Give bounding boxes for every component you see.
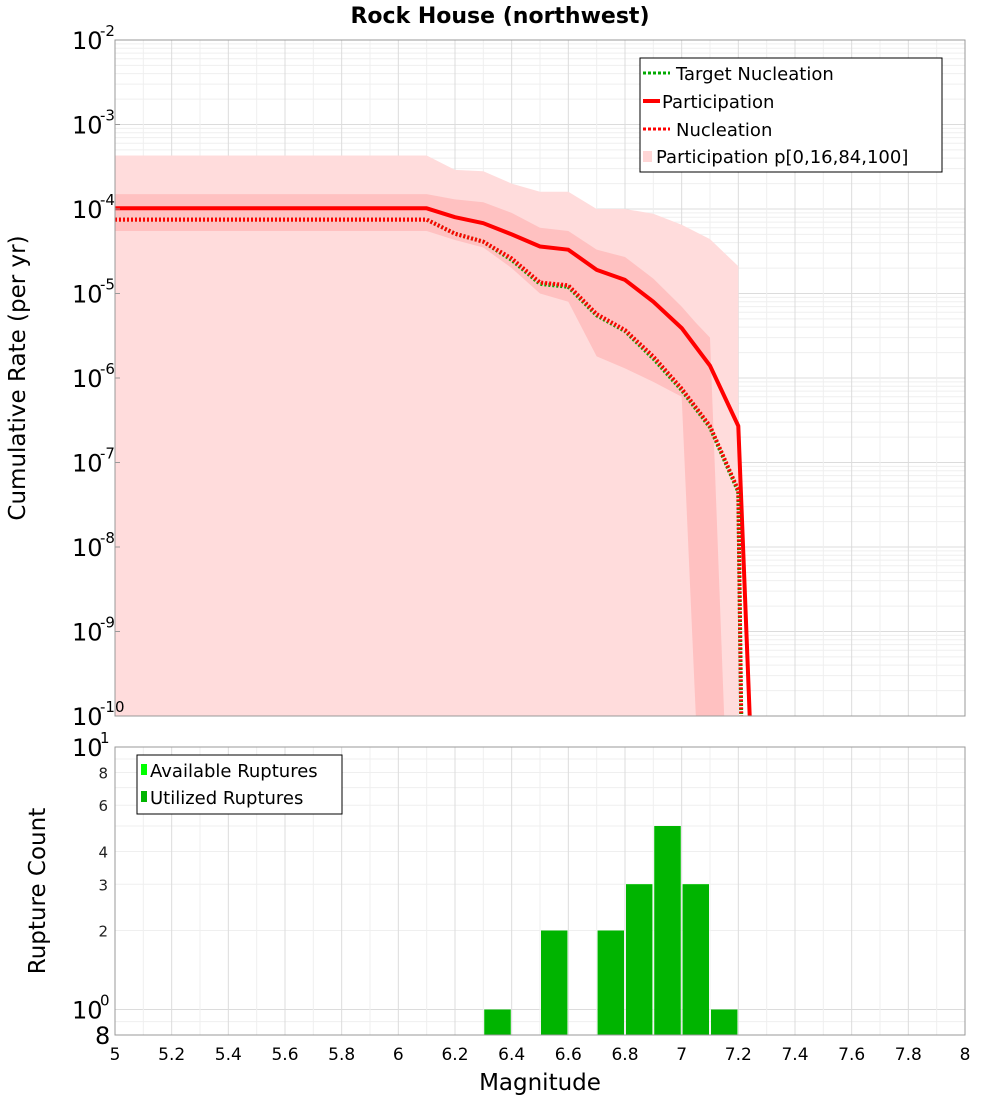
x-tick-label: 6.4 (498, 1045, 525, 1065)
bar-utilized-ruptures (541, 930, 568, 1035)
count-legend: Available Ruptures Utilized Ruptures (136, 754, 343, 815)
rate-y-tick-label: 10-5 (72, 276, 120, 309)
rate-y-tick-label: 10-8 (72, 529, 120, 562)
bar-utilized-ruptures (682, 884, 709, 1035)
rate-lines (115, 206, 752, 717)
legend-label-target-nucleation: Target Nucleation (675, 64, 834, 85)
count-legend-box (136, 754, 343, 815)
count-y-minor-tick-label: 4 (98, 843, 108, 861)
series-line-participation (115, 206, 752, 717)
count-y-minor-tick-label: 6 (98, 797, 108, 815)
rate-y-axis-label: Cumulative Rate (per yr) (5, 235, 31, 520)
rate-bands (115, 155, 739, 716)
count-y-tick-base: 10 (72, 997, 103, 1025)
count-y-tick-base: 10 (72, 734, 103, 762)
legend-label-participation: Participation (662, 92, 774, 113)
count-y-minor-tick-label: 2 (98, 923, 108, 941)
x-tick-label: 6.8 (611, 1045, 638, 1065)
count-bars (484, 826, 738, 1035)
rate-y-tick-base: 10 (72, 196, 103, 224)
count-y-axis-label: Rupture Count (25, 808, 51, 974)
rate-legend-box (639, 57, 943, 173)
x-tick-label: 7 (676, 1045, 687, 1065)
count-y-tick-exponent: 1 (100, 729, 110, 747)
legend-swatch-participation-band (643, 151, 652, 162)
rate-y-tick-label: 10-9 (72, 614, 120, 647)
bar-utilized-ruptures (654, 826, 681, 1035)
count-y-minor-tick-label: 8 (98, 764, 108, 782)
count-x-ticks: 5 5.2 5.4 5.6 5.8 6 6.2 6.4 6.6 6.8 7 7.2 7.4 7.6 7.8 8 (110, 1045, 971, 1065)
x-tick-label: 5 (110, 1045, 121, 1065)
x-tick-label: 6 (393, 1045, 404, 1065)
x-tick-label: 5.2 (158, 1045, 185, 1065)
rate-y-tick-label: 10-10 (72, 698, 125, 731)
rate-y-tick-exponent: -9 (100, 614, 115, 632)
rate-y-tick-label: 10-6 (72, 360, 120, 393)
rate-y-tick-exponent: -5 (100, 276, 115, 294)
x-tick-label: 7.8 (895, 1045, 922, 1065)
x-tick-label: 5.6 (271, 1045, 298, 1065)
x-tick-label: 6.6 (555, 1045, 582, 1065)
legend-swatch-available-ruptures (141, 764, 147, 775)
rate-y-tick-base: 10 (72, 281, 103, 309)
bar-utilized-ruptures (484, 1009, 511, 1035)
count-y-tick-exponent: 0 (100, 992, 110, 1010)
legend-label-nucleation: Nucleation (676, 120, 772, 141)
rate-y-tick-exponent: -8 (100, 529, 115, 547)
x-axis-label: Magnitude (479, 1070, 601, 1096)
bar-utilized-ruptures (597, 930, 624, 1035)
bar-utilized-ruptures (711, 1009, 738, 1035)
chart-title: Rock House (northwest) (350, 4, 649, 29)
rate-y-tick-base: 10 (72, 112, 103, 140)
x-tick-label: 8 (960, 1045, 971, 1065)
rate-y-tick-exponent: -4 (100, 191, 115, 209)
rate-panel: 10-210-310-410-510-610-710-810-910-10 Cu… (5, 22, 966, 731)
x-tick-label: 6.2 (441, 1045, 468, 1065)
rate-y-tick-label: 10-7 (72, 445, 120, 478)
rate-y-tick-base: 10 (72, 619, 103, 647)
rate-y-tick-base: 10 (72, 450, 103, 478)
x-tick-label: 7.6 (838, 1045, 865, 1065)
legend-swatch-utilized-ruptures (141, 791, 147, 802)
rate-y-tick-base: 10 (72, 534, 103, 562)
count-y-tick-label: 100 (72, 992, 110, 1025)
x-tick-label: 5.4 (215, 1045, 242, 1065)
series-line-nucleation (115, 217, 744, 717)
count-plot-frame (114, 746, 966, 1036)
rate-y-tick-base: 10 (72, 27, 103, 55)
legend-label-participation-band: Participation p[0,16,84,100] (656, 147, 908, 168)
participation-band-outer (115, 155, 739, 716)
count-y-tick-label: 101 (72, 729, 110, 762)
rate-y-tick-label: 10-3 (72, 107, 120, 140)
rate-y-ticks: 10-210-310-410-510-610-710-810-910-10 (72, 22, 125, 731)
rate-y-tick-exponent: -6 (100, 360, 115, 378)
rate-y-tick-exponent: -2 (100, 22, 115, 40)
rate-y-tick-exponent: -7 (100, 445, 115, 463)
x-tick-label: 5.8 (328, 1045, 355, 1065)
x-tick-label: 7.2 (725, 1045, 752, 1065)
rate-y-tick-label: 10-4 (72, 191, 120, 224)
legend-label-available-ruptures: Available Ruptures (150, 761, 318, 782)
rate-y-tick-label: 10-2 (72, 22, 120, 55)
count-y-minor-tick-label: 8 (95, 1022, 110, 1050)
rate-y-tick-exponent: -3 (100, 107, 115, 125)
rate-y-tick-exponent: -10 (100, 698, 125, 716)
rate-y-tick-base: 10 (72, 703, 103, 731)
bar-utilized-ruptures (626, 884, 653, 1035)
rate-legend: Target Nucleation Participation Nucleati… (639, 57, 943, 173)
x-tick-label: 7.4 (781, 1045, 808, 1065)
count-y-minor-tick-label: 3 (98, 876, 108, 894)
rate-y-tick-base: 10 (72, 365, 103, 393)
legend-label-utilized-ruptures: Utilized Ruptures (150, 788, 303, 809)
